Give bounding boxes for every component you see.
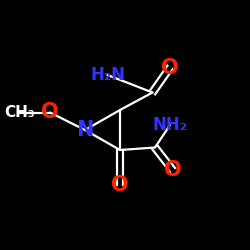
Text: O: O — [161, 58, 179, 78]
Text: NH₂: NH₂ — [152, 116, 188, 134]
Text: O: O — [111, 175, 129, 195]
Text: O: O — [164, 160, 181, 180]
Text: H₂N: H₂N — [90, 66, 125, 84]
Text: CH₃: CH₃ — [5, 105, 35, 120]
Text: O: O — [41, 102, 59, 122]
Text: N: N — [76, 120, 94, 140]
